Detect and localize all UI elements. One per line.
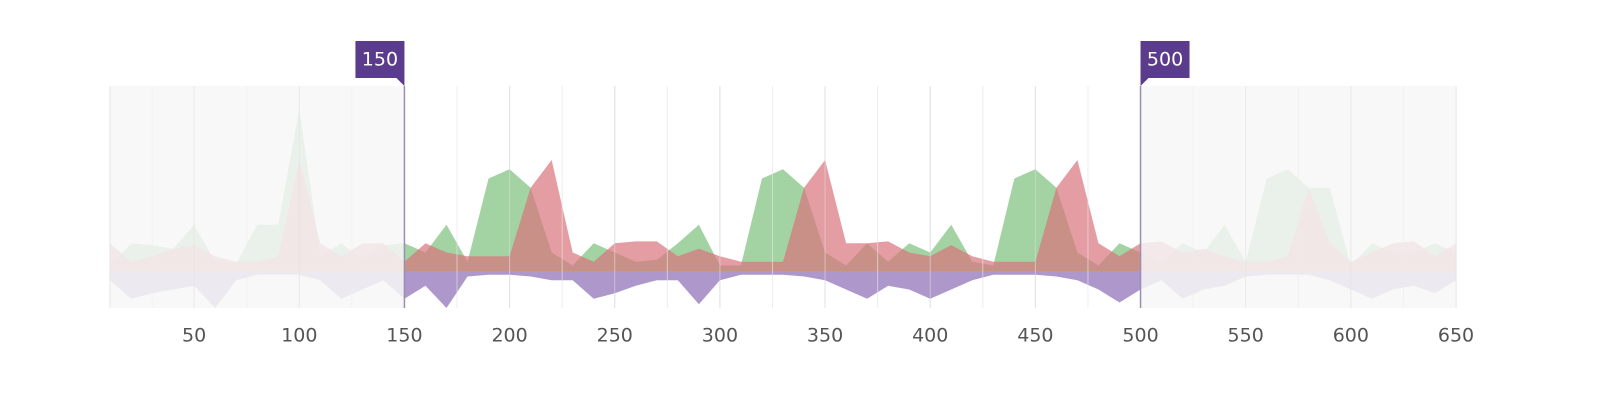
range-label: 500 [1147,49,1183,71]
range-handle-tail [1140,78,1149,86]
area [110,108,1456,271]
x-tick-label: 400 [912,325,948,347]
range-handle-tail [396,78,405,86]
x-tick-label: 300 [702,325,738,347]
x-tick-label: 100 [281,325,317,347]
x-tick-label: 250 [597,325,633,347]
range-handle[interactable] [355,41,405,78]
x-tick-label: 50 [182,325,206,347]
x-tick-label: 350 [807,325,843,347]
x-tick-label: 200 [491,325,527,347]
unselected-left [110,86,405,308]
range-label: 150 [362,49,398,71]
x-tick-label: 650 [1438,325,1474,347]
range-handle[interactable] [1140,41,1190,78]
x-tick-label: 500 [1122,325,1158,347]
x-tick-label: 550 [1228,325,1264,347]
area [110,271,1456,308]
x-tick-label: 600 [1333,325,1369,347]
x-tick-label: 450 [1017,325,1053,347]
x-tick-label: 150 [386,325,422,347]
